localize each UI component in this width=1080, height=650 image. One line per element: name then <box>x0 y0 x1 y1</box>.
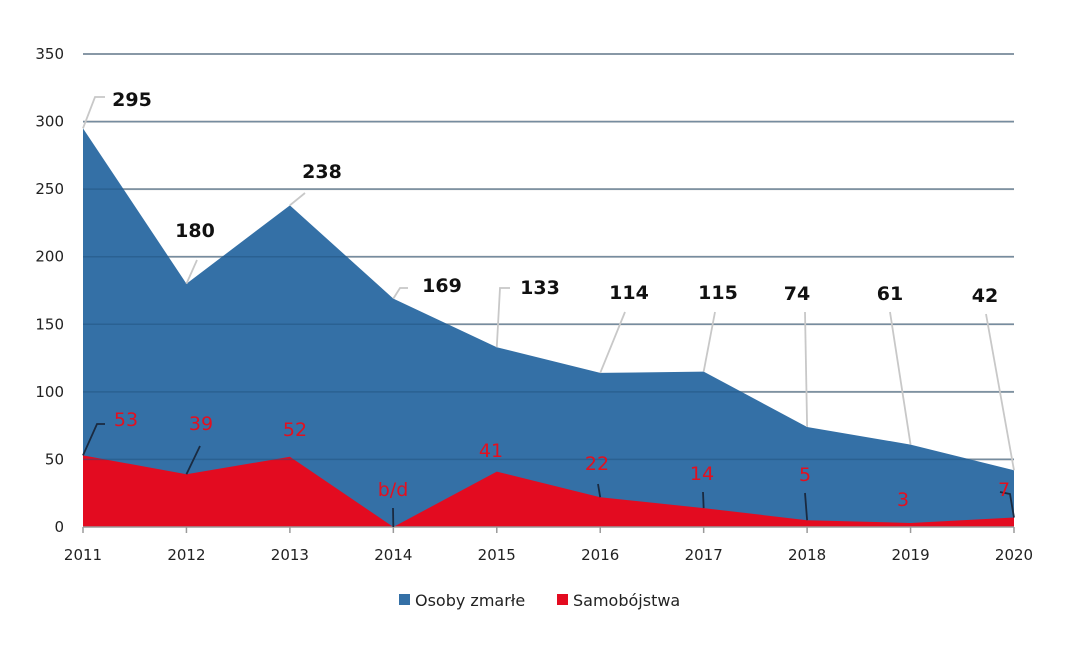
y-tick-label: 200 <box>35 248 64 266</box>
leader-line <box>497 288 510 347</box>
leader-line <box>890 312 911 445</box>
legend-swatch-samobojstwa <box>557 594 568 605</box>
y-tick-label: 300 <box>35 113 64 131</box>
y-tick-label: 100 <box>35 383 64 401</box>
leader-line <box>703 492 704 508</box>
data-label-osoby: 114 <box>609 282 649 304</box>
data-label-samobojstwa: 14 <box>690 463 714 485</box>
y-tick-label: 350 <box>35 45 64 63</box>
x-tick-label: 2015 <box>478 546 516 564</box>
x-tick-label: 2011 <box>64 546 102 564</box>
legend-label-samobojstwa: Samobójstwa <box>573 591 680 610</box>
data-label-osoby: 169 <box>422 275 462 297</box>
y-tick-label: 50 <box>45 450 64 468</box>
data-label-osoby: 133 <box>520 277 560 299</box>
x-tick-label: 2017 <box>685 546 723 564</box>
legend: Osoby zmarłe Samobójstwa <box>399 591 680 610</box>
data-label-osoby: 74 <box>784 283 810 305</box>
leader-line <box>805 312 807 427</box>
legend-swatch-osoby <box>399 594 410 605</box>
areas <box>83 128 1014 527</box>
x-tick-label: 2019 <box>891 546 929 564</box>
y-tick-label: 0 <box>54 518 64 536</box>
x-tick-label: 2013 <box>271 546 309 564</box>
y-tick-label: 150 <box>35 315 64 333</box>
data-label-samobojstwa: 22 <box>585 453 609 475</box>
x-tick-label: 2020 <box>995 546 1033 564</box>
data-label-osoby: 180 <box>175 220 215 242</box>
data-label-samobojstwa: 52 <box>283 419 307 441</box>
x-tick-label: 2018 <box>788 546 826 564</box>
data-label-samobojstwa: 41 <box>479 440 503 462</box>
data-label-osoby: 238 <box>302 161 342 183</box>
x-tick-label: 2016 <box>581 546 619 564</box>
x-tick-label: 2014 <box>374 546 412 564</box>
data-label-samobojstwa: 3 <box>897 489 909 511</box>
data-label-samobojstwa: b/d <box>378 479 409 501</box>
area-osoby-zmarle <box>83 128 1014 527</box>
y-tick-label: 250 <box>35 180 64 198</box>
data-label-osoby: 115 <box>698 282 738 304</box>
x-tick-label: 2012 <box>167 546 205 564</box>
leader-line <box>600 312 625 373</box>
data-label-samobojstwa: 5 <box>799 464 811 486</box>
leader-line <box>290 193 305 205</box>
data-label-samobojstwa: 7 <box>998 479 1010 501</box>
data-label-samobojstwa: 39 <box>189 413 213 435</box>
leader-line <box>393 288 408 299</box>
legend-label-osoby: Osoby zmarłe <box>415 591 525 610</box>
leader-line <box>704 312 715 372</box>
data-label-osoby: 295 <box>112 89 152 111</box>
data-label-osoby: 61 <box>877 283 903 305</box>
data-label-osoby: 42 <box>972 285 998 307</box>
data-label-samobojstwa: 53 <box>114 409 138 431</box>
leader-line <box>83 97 105 128</box>
